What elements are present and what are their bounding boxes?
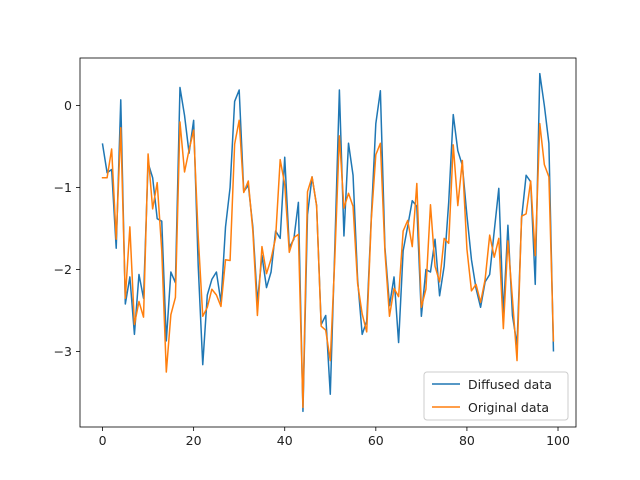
x-tick-label: 20	[186, 433, 202, 448]
x-tick-label: 0	[99, 433, 107, 448]
legend-label-diffused: Diffused data	[468, 377, 552, 392]
x-tick-label: 60	[368, 433, 384, 448]
y-tick-label: −3	[54, 344, 72, 359]
series-line-original	[101, 119, 555, 409]
x-tick-label: 100	[546, 433, 570, 448]
y-tick-label: 0	[64, 98, 72, 113]
plot-frame	[79, 57, 577, 428]
y-tick-label: −1	[54, 180, 72, 195]
legend-label-original: Original data	[468, 400, 549, 415]
x-tick-label: 80	[459, 433, 475, 448]
y-tick-label: −2	[54, 262, 72, 277]
legend: Diffused data Original data	[423, 371, 569, 421]
x-tick-label: 40	[277, 433, 293, 448]
